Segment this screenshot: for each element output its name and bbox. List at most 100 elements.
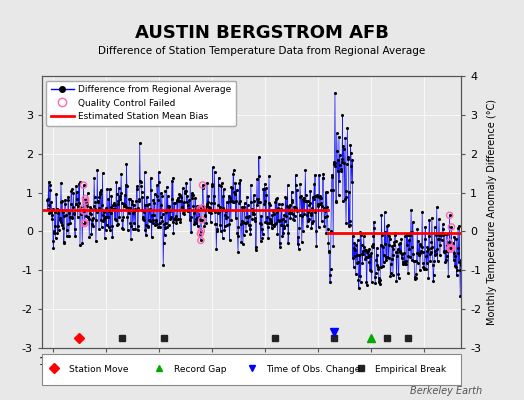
- Point: [361, 247, 369, 253]
- Point: [256, 237, 265, 244]
- Point: [312, 242, 321, 249]
- Point: [207, 210, 215, 216]
- Point: [268, 222, 277, 228]
- Point: [284, 240, 292, 246]
- Point: [104, 196, 113, 202]
- Point: [352, 242, 361, 248]
- Point: [129, 201, 138, 208]
- Point: [350, 240, 358, 246]
- Point: [149, 196, 157, 203]
- Point: [295, 224, 303, 231]
- Point: [187, 229, 195, 236]
- Point: [331, 90, 339, 96]
- Point: [261, 185, 270, 192]
- Point: [456, 292, 464, 299]
- Point: [196, 206, 204, 212]
- Point: [118, 225, 127, 231]
- Point: [245, 222, 253, 228]
- Point: [402, 230, 411, 237]
- Point: [398, 251, 407, 258]
- Point: [364, 252, 373, 258]
- Point: [450, 250, 458, 256]
- Point: [129, 210, 137, 216]
- Point: [114, 221, 122, 228]
- Point: [243, 193, 251, 200]
- Point: [121, 192, 129, 198]
- Point: [450, 233, 458, 240]
- Point: [210, 192, 218, 199]
- Point: [53, 206, 61, 212]
- Point: [45, 202, 53, 208]
- Point: [257, 213, 265, 219]
- Point: [96, 216, 105, 223]
- Point: [324, 226, 332, 232]
- Point: [80, 208, 88, 214]
- Point: [338, 156, 346, 162]
- Point: [160, 221, 168, 228]
- Point: [311, 172, 319, 178]
- Point: [298, 213, 307, 219]
- Point: [161, 225, 170, 231]
- Point: [339, 112, 347, 118]
- Point: [414, 238, 422, 244]
- Point: [358, 248, 367, 254]
- Point: [356, 273, 364, 279]
- Point: [165, 204, 173, 210]
- Point: [182, 198, 191, 205]
- Point: [346, 222, 354, 228]
- Point: [199, 185, 207, 192]
- Point: [79, 205, 88, 211]
- Point: [102, 222, 111, 228]
- Point: [310, 192, 319, 199]
- Point: [363, 248, 372, 255]
- Point: [274, 217, 282, 224]
- Point: [367, 250, 376, 256]
- Point: [313, 192, 321, 198]
- Point: [205, 206, 214, 212]
- Point: [341, 196, 349, 202]
- Point: [71, 201, 80, 208]
- Point: [178, 203, 186, 210]
- Point: [271, 196, 280, 202]
- Point: [440, 248, 449, 254]
- Point: [362, 278, 370, 285]
- Point: [136, 177, 145, 184]
- Point: [236, 177, 244, 184]
- Point: [378, 263, 387, 269]
- Point: [49, 238, 57, 244]
- Point: [143, 202, 151, 208]
- Point: [229, 170, 237, 177]
- Point: [275, 218, 283, 224]
- Point: [52, 206, 61, 212]
- Point: [387, 256, 396, 262]
- Point: [330, 159, 339, 166]
- Point: [291, 204, 299, 210]
- Point: [267, 225, 276, 232]
- Point: [56, 219, 64, 226]
- Point: [78, 240, 86, 246]
- Point: [453, 250, 462, 256]
- Point: [87, 210, 95, 217]
- Point: [189, 192, 197, 198]
- Point: [112, 217, 120, 224]
- Point: [408, 257, 416, 263]
- Point: [380, 209, 389, 216]
- Point: [110, 201, 118, 208]
- Point: [219, 235, 227, 242]
- Point: [210, 200, 219, 206]
- Point: [110, 200, 118, 206]
- Point: [136, 140, 144, 146]
- Point: [436, 242, 444, 248]
- Point: [144, 223, 152, 230]
- Point: [403, 242, 411, 248]
- Point: [351, 247, 359, 253]
- Point: [242, 214, 250, 221]
- Point: [73, 195, 82, 202]
- Point: [382, 254, 390, 260]
- Point: [62, 212, 70, 218]
- Point: [330, 159, 339, 166]
- Point: [211, 209, 219, 215]
- Point: [186, 176, 194, 182]
- Point: [410, 276, 419, 282]
- Point: [184, 202, 192, 208]
